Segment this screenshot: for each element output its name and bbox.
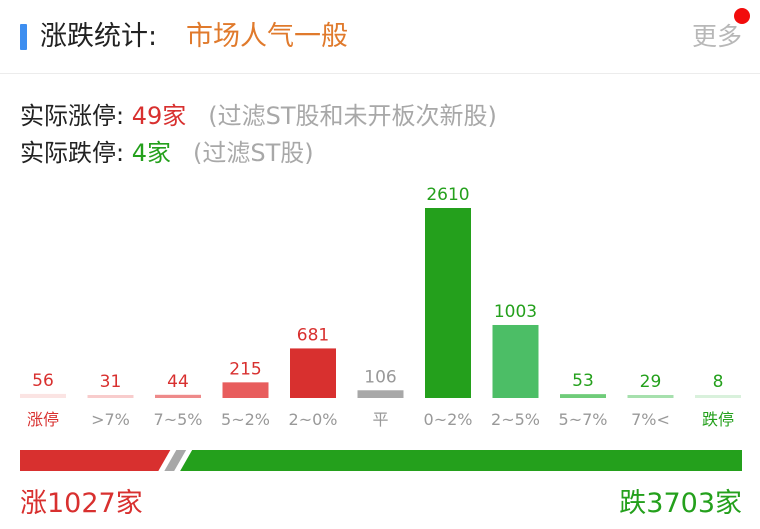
limit-up-note: (过滤ST股和未开板次新股) (208, 102, 497, 130)
ratio-flat-segment (164, 450, 187, 471)
bar-7 (492, 324, 539, 398)
bar-0 (20, 393, 66, 398)
category-label: 跌停 (702, 410, 734, 429)
notification-dot-icon (734, 8, 750, 24)
category-label: 平 (372, 410, 388, 429)
bar-value-label: 29 (640, 372, 662, 392)
bar-4 (290, 348, 336, 398)
bar-6 (425, 208, 471, 398)
distribution-bar-chart: 56 涨停 31 >7% 44 7~5% 215 5~2% 681 2~0% 106 平 2610 0~2… (20, 185, 741, 429)
category-label: 2~0% (289, 410, 338, 429)
category-label: 7~5% (154, 410, 203, 429)
category-label: >7% (91, 410, 130, 429)
bar-value-label: 8 (713, 372, 724, 392)
bar-value-label: 106 (364, 367, 396, 387)
bar-9 (627, 395, 674, 398)
bar-value-label: 2610 (426, 185, 469, 205)
limit-down-value: 4家 (131, 139, 171, 167)
ratio-down-segment (180, 450, 742, 471)
header: 涨跌统计: 市场人气一般 更多 (0, 0, 760, 74)
bar-value-label: 1003 (494, 302, 537, 322)
bar-1 (87, 395, 134, 398)
category-label: 5~2% (221, 410, 270, 429)
bar-value-label: 53 (572, 371, 594, 391)
limit-up-label: 实际涨停: (20, 102, 132, 130)
down-count-summary: 跌3703家 (619, 488, 742, 519)
limit-down-row: 实际跌停: 4家 (过滤ST股) (20, 137, 314, 169)
bar-8 (560, 394, 606, 398)
section-title: 涨跌统计: (40, 21, 158, 52)
more-link[interactable]: 更多 (691, 22, 742, 51)
up-down-ratio-bar (20, 450, 742, 471)
bar-5 (357, 390, 404, 398)
limit-up-row: 实际涨停: 49家 (过滤ST股和未开板次新股) (20, 100, 497, 132)
limit-up-value: 49家 (131, 102, 187, 130)
section-accent-bar (20, 24, 27, 50)
market-sentiment: 市场人气一般 (186, 21, 348, 52)
category-label: 0~2% (424, 410, 473, 429)
bar-3 (222, 382, 269, 398)
limit-down-label: 实际跌停: (20, 139, 132, 167)
bar-value-label: 681 (297, 325, 329, 345)
limit-down-note: (过滤ST股) (193, 139, 314, 167)
category-label: 涨停 (27, 410, 59, 429)
ratio-up-segment (20, 450, 171, 471)
bar-value-label: 44 (167, 372, 189, 392)
up-count-summary: 涨1027家 (20, 488, 143, 519)
category-label: 5~7% (559, 410, 608, 429)
bar-2 (155, 394, 201, 398)
category-label: 2~5% (491, 410, 540, 429)
bar-value-label: 31 (100, 372, 122, 392)
bar-10 (695, 395, 741, 398)
bar-value-label: 56 (32, 371, 54, 391)
bar-value-label: 215 (229, 359, 261, 379)
category-label: 7%< (631, 410, 670, 429)
